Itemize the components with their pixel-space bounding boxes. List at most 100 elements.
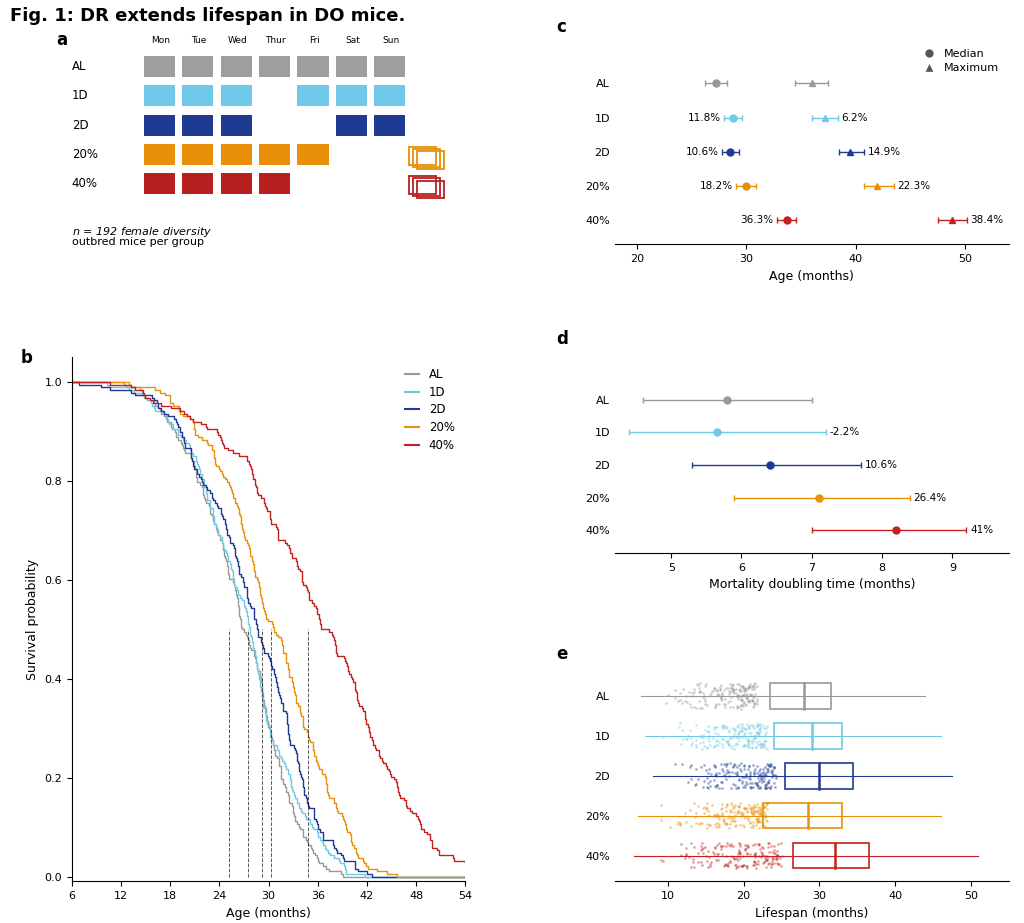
Point <box>717 696 733 711</box>
Point <box>762 780 778 795</box>
Bar <box>374 85 406 106</box>
Point <box>742 804 759 819</box>
Point <box>757 733 773 748</box>
Point <box>739 838 756 853</box>
Point <box>725 838 741 853</box>
X-axis label: Age (months): Age (months) <box>226 906 311 919</box>
Point <box>708 767 724 782</box>
Point <box>757 780 773 795</box>
Bar <box>259 55 290 77</box>
Bar <box>417 151 443 169</box>
Point <box>745 815 762 830</box>
Point <box>737 858 754 873</box>
Point <box>693 855 710 869</box>
Point <box>735 738 752 753</box>
Point <box>733 724 750 738</box>
Point <box>717 858 733 873</box>
Point <box>724 810 740 825</box>
Point <box>744 758 761 773</box>
Point <box>739 805 756 820</box>
Point <box>708 780 724 795</box>
Point <box>764 854 780 869</box>
Point <box>682 803 698 818</box>
Point <box>760 763 776 778</box>
20% <box>459 871 471 882</box>
Bar <box>410 176 436 195</box>
Point <box>730 779 746 794</box>
Point <box>734 859 751 874</box>
Point <box>710 852 726 867</box>
Point <box>715 717 731 732</box>
Point <box>733 773 750 788</box>
Point <box>772 851 788 866</box>
Point <box>682 723 698 737</box>
Point <box>728 686 744 701</box>
Point <box>746 696 763 711</box>
Point <box>726 857 742 872</box>
Point <box>740 725 757 740</box>
Point <box>697 678 714 693</box>
Point <box>701 857 718 871</box>
Point <box>738 846 755 861</box>
Bar <box>774 723 842 749</box>
Point <box>718 759 734 773</box>
Point <box>707 840 723 855</box>
Point <box>760 774 776 789</box>
Point <box>736 683 753 698</box>
Point <box>703 684 720 699</box>
Bar <box>220 55 252 77</box>
Point <box>744 689 761 704</box>
Point <box>730 803 746 818</box>
Point <box>725 801 741 816</box>
Point <box>764 857 780 871</box>
Point <box>746 729 763 744</box>
Point <box>728 818 744 833</box>
Point <box>718 804 734 819</box>
Point <box>716 757 732 772</box>
Point <box>741 764 758 779</box>
Point <box>765 852 781 867</box>
Point <box>746 845 763 860</box>
Point <box>717 700 733 714</box>
Point <box>692 736 709 750</box>
Point <box>739 682 756 697</box>
Point <box>731 758 748 773</box>
Point <box>740 739 757 754</box>
Point <box>741 692 758 707</box>
Point <box>709 846 725 861</box>
Point <box>721 737 737 752</box>
Point <box>694 731 711 746</box>
Point <box>667 757 683 772</box>
Point <box>729 718 745 733</box>
Point <box>691 677 708 691</box>
Point <box>731 818 748 833</box>
Point <box>713 757 729 772</box>
Text: 36.3%: 36.3% <box>740 215 773 225</box>
Point <box>768 851 784 866</box>
Bar <box>336 85 367 106</box>
Point <box>674 696 690 711</box>
Point <box>749 804 765 819</box>
Point <box>709 732 725 747</box>
2D <box>272 681 285 692</box>
Point <box>755 769 771 784</box>
Point <box>712 765 728 780</box>
Point <box>750 780 766 795</box>
Point <box>692 838 709 853</box>
Point <box>754 768 770 783</box>
Point <box>718 766 734 781</box>
Point <box>750 717 766 732</box>
1D <box>359 871 372 882</box>
Point <box>699 854 716 869</box>
Point <box>758 809 774 823</box>
Point <box>674 757 690 772</box>
Point <box>698 763 715 778</box>
Point <box>708 808 724 822</box>
Point <box>736 725 753 740</box>
Point <box>746 731 763 746</box>
Point <box>737 682 754 697</box>
Point <box>759 813 775 828</box>
Point <box>707 759 723 773</box>
Point <box>757 739 773 754</box>
Point <box>739 691 756 706</box>
